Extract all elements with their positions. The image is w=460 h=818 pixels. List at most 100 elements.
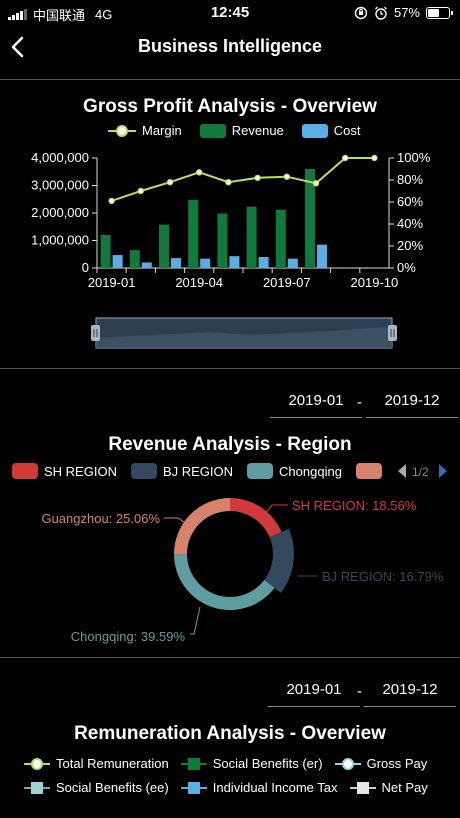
region-date-from[interactable]: 2019-01 — [270, 386, 362, 418]
orientation-lock-icon — [354, 6, 368, 19]
legend-item-cost[interactable]: Cost — [301, 123, 361, 138]
battery-icon — [426, 6, 453, 19]
legend-item-social-benefits-ee[interactable]: Social Benefits (ee) — [24, 780, 169, 795]
section-divider — [0, 368, 460, 369]
region-pie-chart: SH REGION: 18.56% BJ REGION: 16.79% Chongq… — [41, 498, 444, 644]
revenue-bar — [100, 235, 111, 268]
pie-label: Guangzhou: 25.06% — [41, 511, 160, 526]
cost-bar — [287, 258, 298, 268]
chongqing-legend-icon — [247, 463, 274, 479]
legend-item-bj-region[interactable]: BJ REGION — [130, 463, 234, 479]
legend-item-margin[interactable]: Margin — [108, 123, 182, 138]
alarm-icon — [375, 6, 387, 20]
revenue-bar — [159, 224, 169, 268]
pie-label: BJ REGION: 16.79% — [322, 569, 444, 584]
y-tick-label: 1,000,000 — [31, 233, 89, 248]
legend-item-social-benefits-er[interactable]: Social Benefits (er) — [180, 756, 323, 771]
data-zoom-slider[interactable] — [90, 314, 402, 352]
legend-label-cost: Cost — [333, 123, 361, 138]
remuneration-date-from[interactable]: 2019-01 — [268, 675, 360, 707]
legend-label-chongqing: Chongqing — [279, 463, 342, 479]
pie-slice-sh-region — [230, 498, 282, 538]
total-remuneration-legend-icon — [24, 757, 50, 770]
gross-profit-title: Gross Profit Analysis - Overview — [83, 96, 377, 117]
legend-label-bj: BJ REGION — [162, 463, 234, 479]
gross-pay-legend-icon — [334, 757, 361, 770]
gross-profit-legend: Margin Revenue Cost — [108, 123, 361, 138]
pie-label-line — [190, 606, 201, 635]
pie-slice-bj-region — [264, 528, 294, 593]
signal-icon — [8, 9, 27, 20]
legend-label-gross-pay: Gross Pay — [366, 756, 428, 771]
revenue-bar — [217, 213, 228, 268]
margin-point — [166, 179, 174, 186]
remuneration-title: Remuneration Analysis - Overview — [74, 723, 386, 744]
cost-bar — [171, 258, 181, 268]
pie-label-line — [164, 517, 191, 527]
social-benefits-er-legend-icon — [180, 757, 207, 770]
page-title: Business Intelligence — [137, 36, 323, 56]
legend-label-net-pay: Net Pay — [381, 780, 428, 795]
y-tick-label: 3,000,000 — [31, 178, 89, 193]
zoom-handle-right[interactable] — [388, 325, 397, 341]
y2-tick-label: 0% — [397, 260, 416, 275]
y-tick-label: 4,000,000 — [31, 150, 89, 165]
region-legend: SH REGION BJ REGION Chongqing — [12, 463, 382, 479]
legend-item-revenue[interactable]: Revenue — [199, 123, 284, 138]
region-date-separator: - — [357, 394, 362, 411]
cost-bar — [141, 262, 152, 268]
remuneration-legend-row-2: Social Benefits (ee) Individual Income T… — [24, 780, 428, 795]
legend-prev-icon[interactable] — [396, 463, 408, 479]
revenue-bar — [246, 206, 257, 268]
cost-bar — [229, 256, 240, 268]
carrier-label: 中国联通 — [33, 8, 86, 23]
y-tick-label: 0 — [82, 260, 89, 275]
legend-label-income-tax: Individual Income Tax — [212, 780, 338, 795]
margin-legend-icon — [108, 124, 136, 137]
pie-slice-guangzhou — [174, 498, 230, 555]
pie-label-line — [261, 504, 288, 519]
cost-bar — [317, 244, 327, 268]
legend-item-total-remuneration[interactable]: Total Remuneration — [24, 756, 169, 771]
remuneration-date-separator: - — [357, 683, 362, 700]
legend-item-gross-pay[interactable]: Gross Pay — [334, 756, 428, 771]
y2-tick-label: 80% — [397, 172, 423, 187]
x-tick-label: 2019-07 — [263, 275, 311, 290]
margin-point — [254, 174, 261, 181]
x-tick-label: 2019-10 — [351, 275, 399, 290]
network-label: 4G — [95, 7, 113, 22]
legend-pager: 1/2 — [412, 465, 429, 479]
legend-next-icon[interactable] — [437, 463, 449, 479]
y2-tick-label: 20% — [397, 238, 423, 253]
status-bar: 中国联通 4G 12:45 57% — [0, 0, 460, 26]
income-tax-legend-icon — [180, 781, 207, 794]
region-date-to[interactable]: 2019-12 — [366, 386, 458, 418]
cost-bar — [258, 257, 269, 268]
legend-label-total-remuneration: Total Remuneration — [56, 756, 169, 771]
legend-item-income-tax[interactable]: Individual Income Tax — [180, 780, 338, 795]
margin-point — [225, 179, 232, 186]
cost-bar — [200, 258, 211, 268]
guangzhou-legend-icon[interactable] — [355, 463, 382, 479]
net-pay-legend-icon — [349, 781, 376, 794]
revenue-legend-icon — [199, 123, 226, 138]
legend-item-net-pay[interactable]: Net Pay — [349, 780, 428, 795]
section-divider-2 — [0, 657, 460, 658]
social-benefits-ee-legend-icon — [24, 781, 50, 794]
legend-item-chongqing[interactable]: Chongqing — [247, 463, 342, 479]
back-arrow-icon[interactable] — [6, 34, 30, 60]
y-tick-label: 2,000,000 — [31, 205, 89, 220]
y2-tick-label: 60% — [397, 194, 423, 209]
margin-line — [111, 157, 375, 202]
remuneration-date-to[interactable]: 2019-12 — [364, 675, 456, 707]
legend-label-margin: Margin — [142, 123, 182, 138]
legend-label-sh: SH REGION — [44, 463, 117, 479]
nav-bar: Business Intelligence — [0, 26, 460, 80]
margin-point — [283, 173, 290, 180]
zoom-handle-left[interactable] — [91, 325, 100, 341]
x-tick-label: 2019-01 — [88, 275, 136, 290]
legend-item-sh-region[interactable]: SH REGION — [12, 463, 117, 479]
y2-tick-label: 40% — [397, 216, 423, 231]
x-tick-label: 2019-04 — [175, 275, 223, 290]
sh-legend-icon — [12, 463, 38, 479]
